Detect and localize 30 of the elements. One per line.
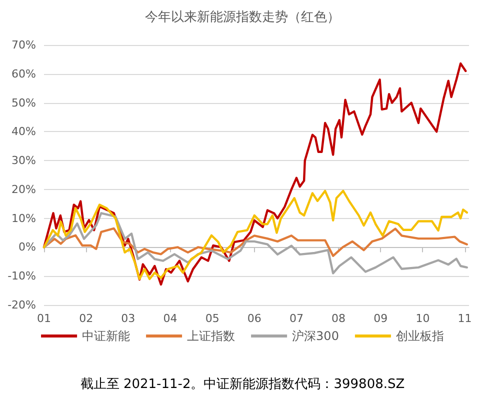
x-tick-label: 07 (289, 312, 304, 325)
legend-label: 中证新能 (82, 329, 130, 343)
y-tick-label: 20% (12, 182, 36, 196)
y-tick-label: -20% (8, 298, 36, 312)
x-tick-label: 11 (458, 312, 472, 325)
x-tick-label: 10 (416, 312, 430, 325)
y-tick-label: 60% (12, 67, 36, 80)
y-tick-label: 70% (12, 38, 36, 52)
line-series (42, 190, 468, 280)
y-tick-label: 40% (12, 125, 36, 138)
chart-title: 今年以来新能源指数走势（红色） (145, 10, 340, 25)
y-tick-label: 10% (12, 212, 36, 225)
x-tick-label: 03 (121, 312, 136, 325)
x-tick-label: 02 (79, 312, 94, 325)
x-tick-label: 04 (163, 312, 178, 325)
legend-label: 上证指数 (187, 329, 236, 343)
x-tick-label: 09 (374, 312, 388, 325)
y-tick-label: -10% (8, 270, 36, 283)
x-tick-label: 06 (247, 312, 262, 325)
x-tick-label: 05 (205, 312, 220, 325)
x-tick-label: 01 (37, 312, 51, 325)
legend-label: 创业板指 (396, 329, 444, 343)
y-tick-label: 30% (12, 154, 36, 168)
line-series (42, 62, 467, 286)
text: 截止至 2021-11-2。中证新能源指数代码：399808.SZ (80, 377, 405, 392)
x-tick-label: 08 (332, 312, 346, 325)
line-series (42, 212, 468, 274)
y-tick-label: 0% (18, 240, 36, 254)
legend-label: 沪深300 (292, 329, 339, 343)
y-tick-label: 50% (12, 96, 36, 110)
